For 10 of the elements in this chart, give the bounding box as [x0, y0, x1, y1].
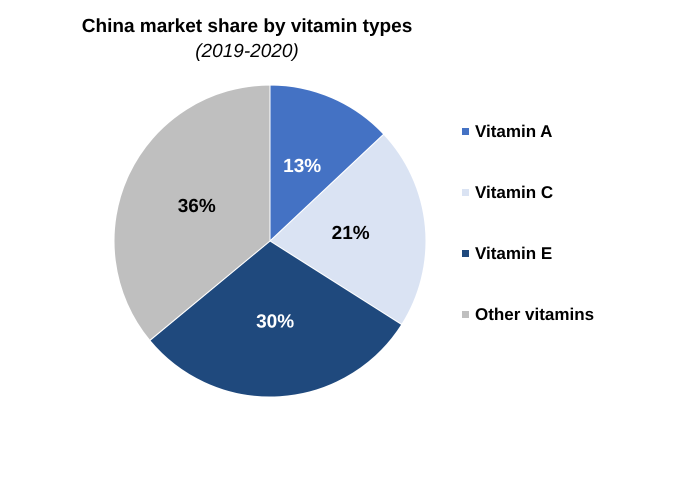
data-label: 21% — [332, 222, 370, 244]
chart-title: China market share by vitamin types — [82, 16, 412, 37]
legend-label: Vitamin E — [475, 244, 552, 263]
legend-label: Vitamin A — [475, 122, 552, 141]
chart-subtitle: (2019-2020) — [195, 41, 299, 62]
data-label: 30% — [256, 311, 294, 332]
data-label: 36% — [178, 196, 216, 218]
data-label: 13% — [283, 156, 322, 178]
legend-label: Other vitamins — [475, 305, 594, 324]
legend-label: Vitamin C — [475, 183, 554, 202]
